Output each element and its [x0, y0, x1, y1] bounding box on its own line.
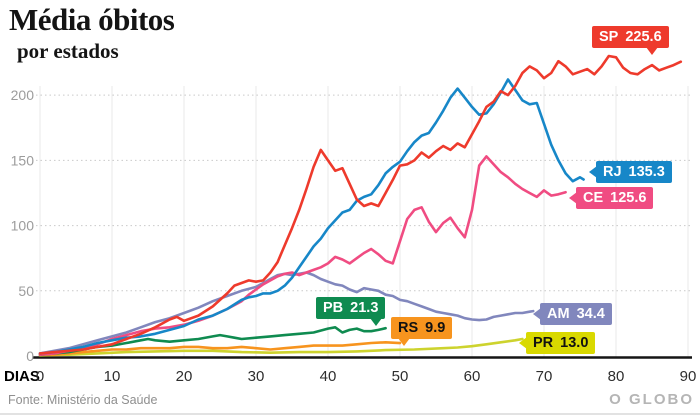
x-tick-label: 50	[392, 368, 409, 385]
x-tick-label: 10	[104, 368, 121, 385]
y-tick-label: 200	[11, 87, 35, 103]
series-label-rs: RS 9.9	[391, 317, 453, 346]
series-label-state: PR	[533, 335, 554, 351]
x-tick-label: 70	[536, 368, 553, 385]
series-label-pr: PR 13.0	[519, 332, 596, 354]
y-tick-label: 100	[11, 218, 35, 234]
chart-subtitle: por estados	[17, 39, 119, 63]
series-label-state: AM	[547, 306, 570, 322]
label-pointer	[370, 318, 383, 326]
series-line-ce	[38, 155, 567, 357]
series-line-rj	[38, 78, 585, 355]
label-pointer	[589, 166, 597, 178]
series-label-state: RS	[398, 320, 419, 336]
label-pointer	[569, 192, 577, 204]
series-line-pb	[38, 325, 387, 357]
label-pointer	[398, 338, 411, 346]
x-tick-label: 80	[608, 368, 625, 385]
series-label-value: 125.6	[610, 190, 647, 206]
source-credit: Fonte: Ministério da Saúde	[8, 393, 158, 407]
series-label-value: 9.9	[425, 320, 446, 336]
bottom-divider	[0, 413, 700, 415]
y-tick-label: 150	[11, 152, 35, 168]
series-label-state: PB	[323, 300, 344, 316]
series-label-ce: CE 125.6	[569, 187, 654, 209]
series-label-value: 21.3	[350, 300, 379, 316]
series-label-state: RJ	[603, 164, 622, 180]
x-tick-label: 20	[176, 368, 193, 385]
x-tick-label: 0	[36, 368, 44, 385]
chart-title: Média óbitos	[9, 2, 175, 37]
series-label-value: 13.0	[560, 335, 589, 351]
series-label-pb: PB 21.3	[316, 297, 386, 326]
series-line-pr	[38, 337, 524, 357]
label-pointer	[533, 308, 541, 320]
series-label-state: SP	[599, 29, 619, 45]
series-label-state: CE	[583, 190, 604, 206]
series-label-am: AM 34.4	[533, 303, 612, 325]
x-tick-label: 60	[464, 368, 481, 385]
label-pointer	[519, 337, 527, 349]
globo-logo: O GLOBO	[609, 391, 694, 408]
label-pointer	[645, 47, 658, 55]
series-label-sp: SP 225.6	[592, 26, 669, 55]
y-tick-label: 50	[18, 283, 34, 299]
y-tick-label: 0	[26, 348, 34, 364]
x-tick-label: 30	[248, 368, 265, 385]
x-tick-label: 40	[320, 368, 337, 385]
series-label-value: 135.3	[628, 164, 665, 180]
x-axis-title: DIAS	[4, 368, 40, 385]
series-label-value: 34.4	[576, 306, 605, 322]
x-tick-label: 90	[680, 368, 697, 385]
series-line-rs	[38, 340, 402, 357]
series-label-value: 225.6	[625, 29, 662, 45]
series-line-sp	[38, 54, 683, 355]
series-label-rj: RJ 135.3	[589, 161, 672, 183]
